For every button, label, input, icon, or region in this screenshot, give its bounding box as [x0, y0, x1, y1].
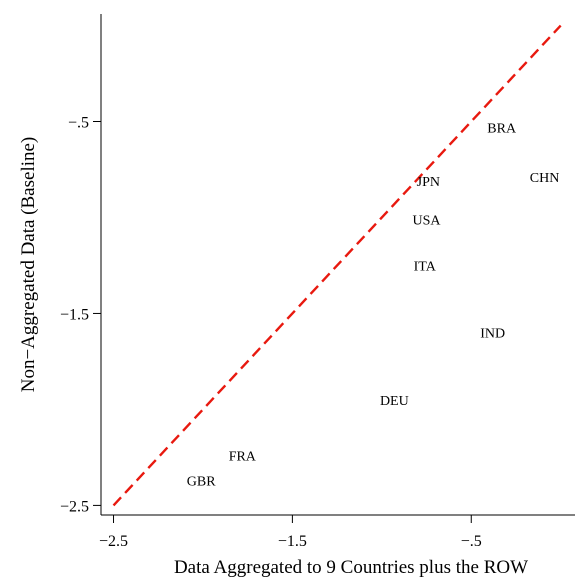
point-label-ind: IND	[480, 327, 505, 342]
point-label-jpn: JPN	[417, 175, 440, 190]
point-label-ita: ITA	[414, 259, 437, 274]
point-label-fra: FRA	[229, 449, 257, 464]
x-tick-label: −1.5	[278, 533, 307, 550]
reference-line	[112, 24, 562, 507]
x-tick-label: −.5	[461, 533, 482, 550]
axes	[100, 14, 575, 516]
point-label-bra: BRA	[487, 121, 517, 136]
x-axis-title: Data Aggregated to 9 Countries plus the …	[174, 557, 528, 578]
x-tick-label: −2.5	[99, 533, 128, 550]
y-ticks: −2.5 −1.5 −.5	[60, 114, 101, 515]
point-label-gbr: GBR	[187, 474, 216, 489]
y-axis-title: Non−Aggregated Data (Baseline)	[18, 137, 39, 393]
point-label-usa: USA	[413, 213, 442, 228]
x-ticks: −2.5 −1.5 −.5	[99, 515, 482, 550]
y-tick-label: −.5	[68, 114, 89, 131]
y-tick-label: −1.5	[60, 306, 89, 323]
y-tick-label: −2.5	[60, 498, 89, 515]
point-label-deu: DEU	[380, 394, 409, 409]
point-label-chn: CHN	[530, 171, 560, 186]
point-labels: BRA CHN JPN USA ITA IND DEU FRA GBR	[187, 121, 560, 489]
